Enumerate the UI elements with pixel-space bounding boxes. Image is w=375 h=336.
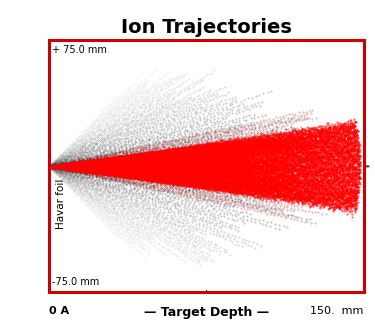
Title: Ion Trajectories: Ion Trajectories (121, 18, 292, 37)
Text: Havar foil: Havar foil (56, 179, 66, 229)
Text: 0 A: 0 A (49, 306, 69, 316)
Text: 150.  mm: 150. mm (310, 306, 364, 316)
Text: -75.0 mm: -75.0 mm (52, 277, 99, 287)
Text: — Target Depth —: — Target Depth — (144, 306, 269, 319)
Text: + 75.0 mm: + 75.0 mm (52, 45, 107, 55)
